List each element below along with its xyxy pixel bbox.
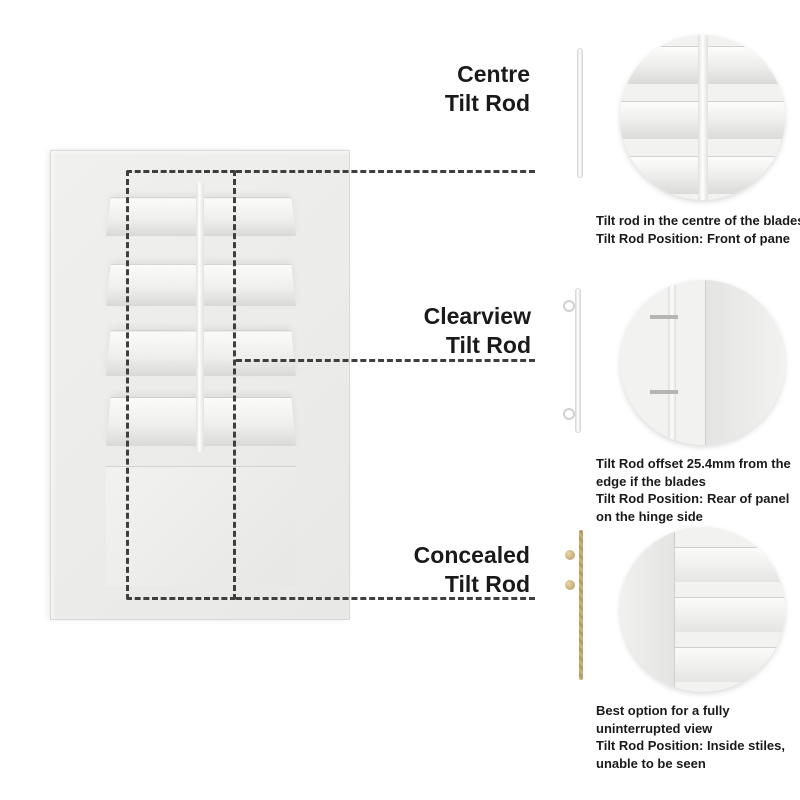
label-concealed-line2: Tilt Rod <box>445 571 530 597</box>
rod-icon-clearview <box>542 288 602 433</box>
label-centre-line2: Tilt Rod <box>445 90 530 116</box>
label-centre-line1: Centre <box>457 61 530 87</box>
label-concealed-line1: Concealed <box>414 542 530 568</box>
dashed-selection-box <box>126 170 236 600</box>
connector-centre <box>236 170 535 173</box>
twine-icon <box>557 530 587 680</box>
label-concealed: Concealed Tilt Rod <box>395 541 530 599</box>
label-clearview-line1: Clearview <box>424 303 531 329</box>
detail-circle-concealed <box>620 527 785 692</box>
label-clearview: Clearview Tilt Rod <box>396 302 531 360</box>
label-centre: Centre Tilt Rod <box>400 60 530 118</box>
detail-circle-centre <box>620 35 785 200</box>
rod-small-icon <box>577 48 583 178</box>
rod-icon-centre <box>550 48 610 178</box>
rod-clips-icon <box>557 288 587 433</box>
label-clearview-line2: Tilt Rod <box>446 332 531 358</box>
caption-centre: Tilt rod in the centre of the blades Til… <box>596 212 800 247</box>
caption-clearview: Tilt Rod offset 25.4mm from the edge if … <box>596 455 800 525</box>
rod-icon-concealed <box>542 530 602 680</box>
caption-concealed: Best option for a fully uninterrupted vi… <box>596 702 800 772</box>
detail-circle-clearview <box>620 280 785 445</box>
